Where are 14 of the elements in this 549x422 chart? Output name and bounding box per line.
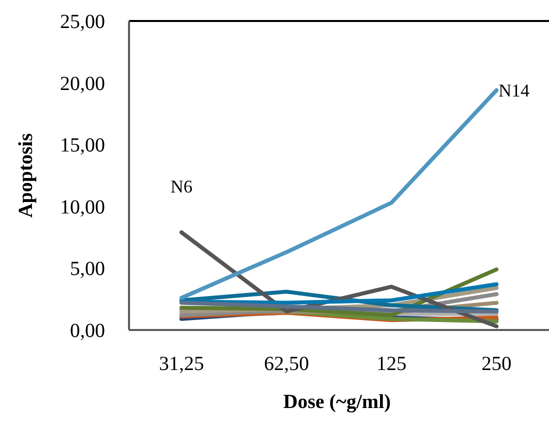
y-tick-label: 15,00	[60, 134, 105, 157]
y-tick-label: 10,00	[60, 196, 105, 218]
y-axis-title: Apoptosis	[15, 133, 37, 218]
y-tick-label: 20,00	[60, 72, 105, 95]
y-tick-label: 0,00	[70, 320, 105, 342]
annotation: N6	[170, 176, 192, 197]
x-axis-title: Dose (~g/ml)	[283, 391, 391, 413]
annotation: N14	[498, 80, 530, 101]
x-tick-label: 31,25	[159, 353, 204, 375]
y-tick-label: 5,00	[70, 258, 105, 280]
x-tick-label: 250	[482, 353, 512, 375]
x-tick-label: 125	[376, 353, 406, 375]
x-tick-label: 62,50	[264, 353, 309, 375]
y-tick-label: 25,00	[60, 11, 105, 33]
